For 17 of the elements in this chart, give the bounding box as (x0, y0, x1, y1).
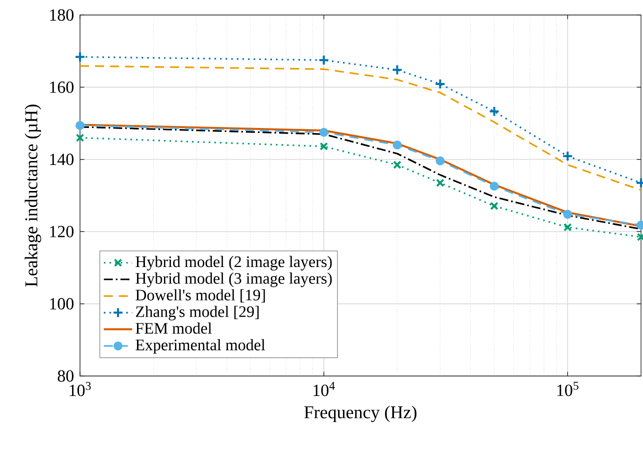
legend-label: FEM model (136, 322, 212, 334)
legend-label: Dowell's model [19] (136, 289, 265, 302)
x-axis-title: Frequency (Hz) (304, 406, 416, 422)
legend-label: Zhang's model [29] (136, 306, 259, 320)
y-tick-label: 180 (50, 9, 74, 21)
x-tick-label: 10$^{3}$ (70, 382, 91, 396)
y-tick-label: 80 (58, 370, 74, 382)
y-axis-title: Leakage inductance (µH) (24, 104, 42, 287)
y-tick-label: 160 (50, 81, 74, 93)
x-tick-label: 10$^{5}$ (557, 382, 578, 396)
legend-label: Hybrid model (2 image layers) (136, 256, 332, 270)
x-tick-label: 10$^{4}$ (314, 382, 335, 396)
legend-label: Experimental model (136, 339, 266, 354)
legend-label: Hybrid model (3 image layers) (136, 272, 332, 288)
y-tick-label: 120 (50, 226, 74, 238)
y-tick-label: 140 (50, 154, 74, 166)
y-tick-label: 100 (50, 298, 74, 310)
